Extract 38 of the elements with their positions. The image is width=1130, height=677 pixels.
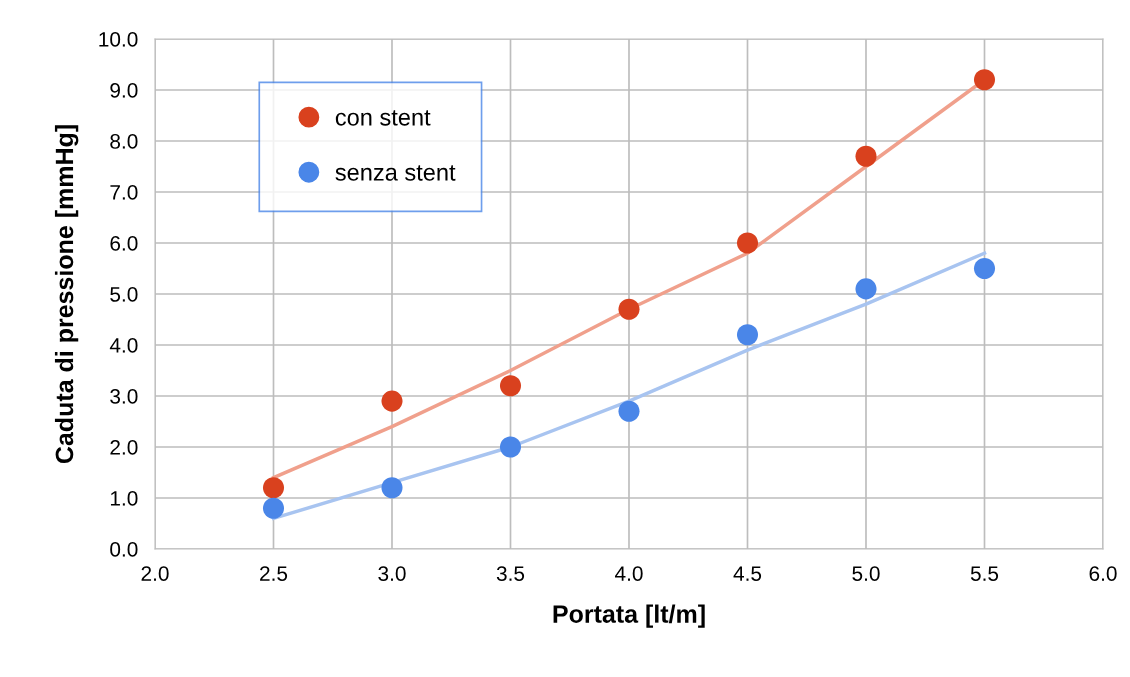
y-tick-label: 3.0	[110, 389, 138, 404]
x-tick-label: 5.5	[970, 566, 999, 581]
point	[855, 278, 877, 300]
point	[381, 477, 403, 499]
x-tick-label: 2.5	[260, 566, 288, 581]
point	[499, 436, 522, 458]
y-tick-label: 5.0	[110, 287, 138, 302]
x-tick-label: 5.0	[852, 566, 880, 581]
point	[973, 257, 996, 280]
legend-label: senza stent	[335, 165, 456, 181]
y-axis-title: Caduta di pressione [mmHg]	[54, 125, 79, 464]
point	[499, 375, 522, 397]
x-tick-label: 3.5	[496, 566, 525, 581]
y-tick-label: 4.0	[109, 338, 138, 353]
y-tick-label: 10.0	[99, 32, 138, 47]
y-tick-label: 8.0	[110, 134, 138, 149]
point	[262, 497, 285, 519]
x-tick-label: 4.0	[615, 566, 643, 581]
x-tick-label: 3.0	[378, 566, 406, 581]
legend-label: con stent	[335, 110, 431, 126]
y-tick-label: 2.0	[110, 440, 138, 455]
point	[618, 298, 640, 320]
point	[262, 477, 285, 499]
x-axis-title: Portata [lt/m]	[553, 604, 705, 628]
x-tick-label: 2.0	[141, 566, 169, 581]
y-tick-label: 7.0	[110, 185, 138, 200]
x-tick-label: 4.5	[733, 566, 762, 581]
x-tick-label: 6.0	[1089, 566, 1117, 581]
point	[618, 400, 640, 422]
point	[736, 232, 759, 254]
y-tick-label: 0.0	[110, 542, 138, 557]
point	[736, 324, 759, 346]
point	[855, 145, 877, 167]
point	[973, 69, 996, 91]
y-tick-label: 1.0	[110, 491, 138, 506]
point	[381, 390, 403, 412]
y-tick-label: 6.0	[110, 236, 138, 251]
y-tick-label: 9.0	[110, 83, 138, 98]
